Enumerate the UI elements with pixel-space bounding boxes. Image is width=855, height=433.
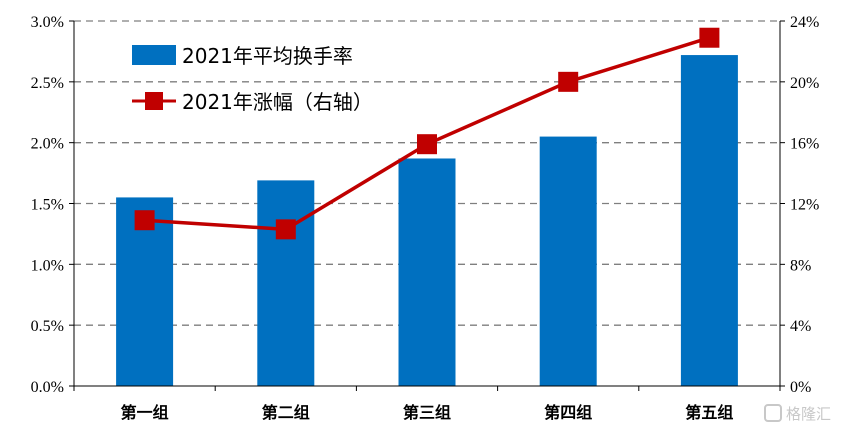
legend: 2021年平均换手率 2021年涨幅（右轴） [132, 44, 373, 114]
category-label: 第二组 [262, 403, 310, 422]
left-tick-label: 2.5% [31, 75, 64, 92]
bar [257, 180, 315, 386]
bar [680, 55, 738, 387]
category-labels: 第一组 第二组 第三组 第四组 第五组 [121, 403, 734, 422]
legend-line-marker [145, 92, 163, 110]
right-tick-label: 0% [790, 379, 811, 396]
left-tick-label: 0.0% [31, 379, 64, 396]
right-tick-label: 20% [790, 75, 819, 92]
watermark: 格隆汇 [764, 404, 831, 423]
line-series [134, 27, 720, 240]
line-marker [417, 134, 437, 155]
line-marker [134, 210, 155, 231]
category-label: 第四组 [544, 403, 592, 422]
line-marker [699, 27, 720, 48]
watermark-text: 格隆汇 [786, 405, 831, 423]
line-marker [558, 71, 579, 92]
right-tick-label: 12% [790, 197, 819, 214]
left-tick-label: 2.0% [31, 136, 64, 153]
right-tick-label: 16% [790, 136, 819, 153]
left-tick-label: 0.5% [31, 318, 64, 335]
right-tick-label: 4% [790, 318, 811, 335]
left-tick-label: 1.0% [31, 257, 64, 274]
right-tick-label: 24% [790, 14, 819, 31]
legend-bar-swatch [132, 45, 176, 65]
left-tick-label: 3.0% [31, 14, 64, 31]
left-axis-ticks: 0.0% 0.5% 1.0% 1.5% 2.0% 2.5% 3.0% [31, 14, 64, 396]
category-label: 第五组 [685, 403, 733, 422]
category-label: 第一组 [121, 403, 169, 422]
watermark-logo-icon [764, 404, 782, 422]
category-label: 第三组 [403, 403, 451, 422]
left-tick-label: 1.5% [31, 197, 64, 214]
legend-bar-label: 2021年平均换手率 [182, 44, 353, 68]
right-tick-label: 8% [790, 257, 811, 274]
line-marker [275, 219, 296, 240]
bar [398, 158, 456, 386]
legend-line-label: 2021年涨幅（右轴） [182, 90, 373, 114]
bar [539, 136, 597, 386]
right-axis-ticks: 0% 4% 8% 12% 16% 20% 24% [790, 14, 819, 396]
axes [69, 20, 785, 391]
